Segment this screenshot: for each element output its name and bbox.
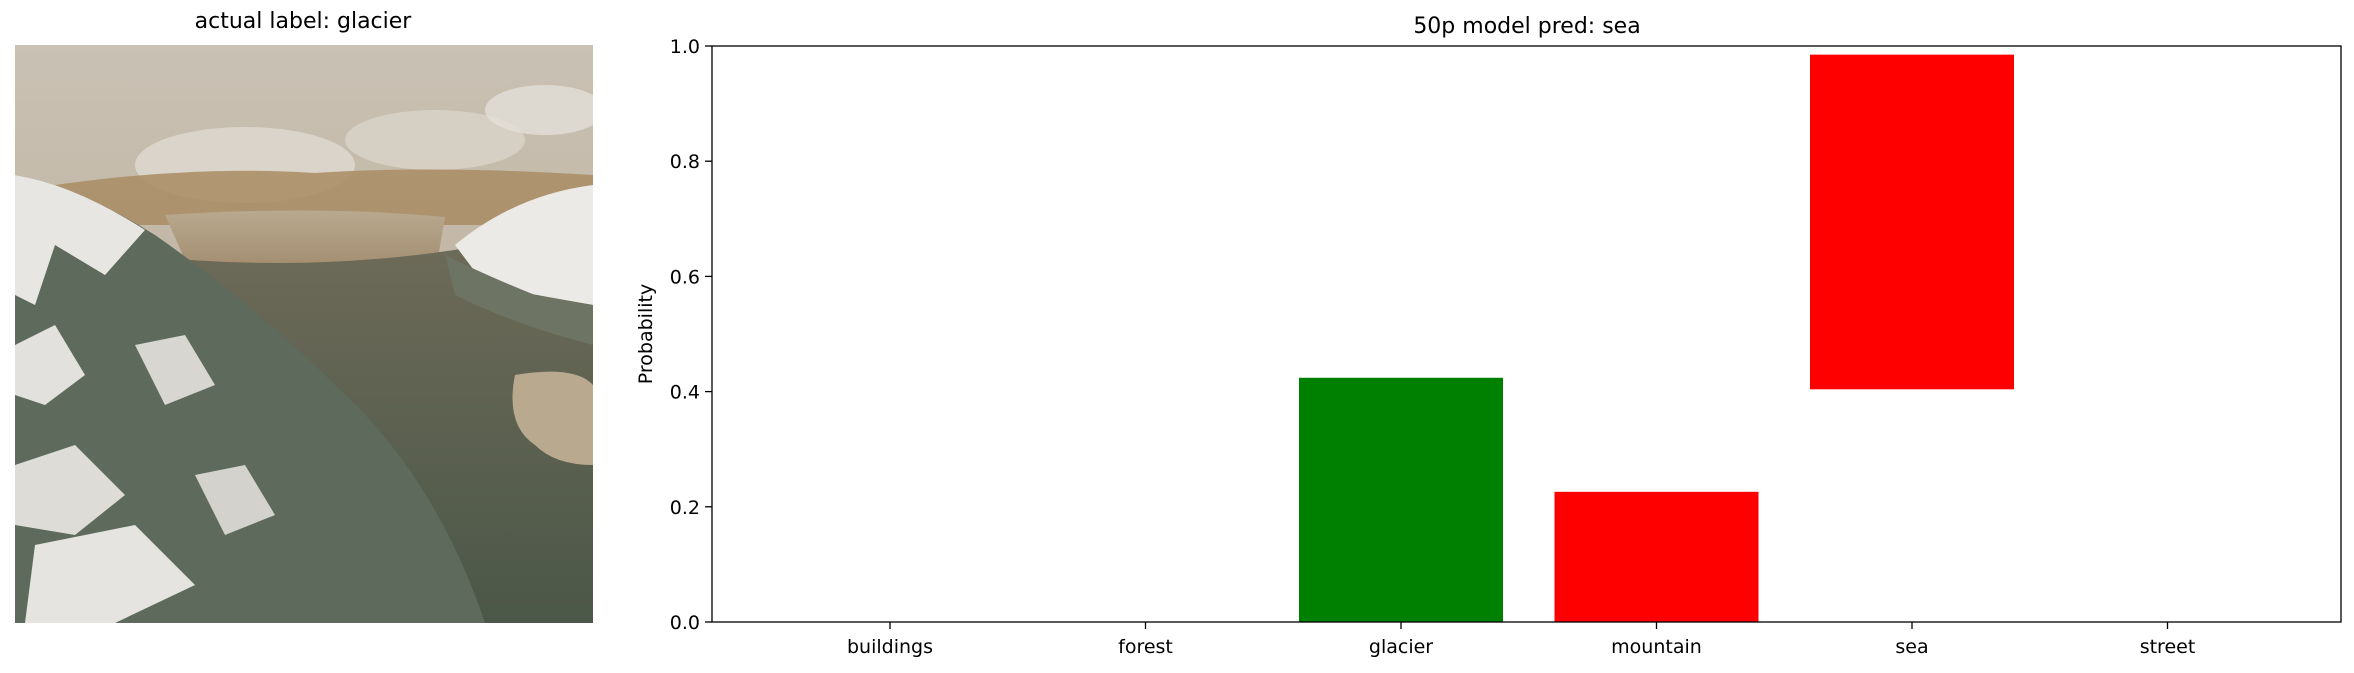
y-tick-label: 0.6 bbox=[670, 266, 700, 288]
landscape-photo bbox=[15, 45, 593, 623]
y-tick-label: 0.4 bbox=[670, 382, 700, 404]
plot-frame bbox=[711, 45, 2342, 623]
chart-title: 50p model pred: sea bbox=[1413, 14, 1640, 39]
x-tick-label-sea: sea bbox=[1895, 636, 1928, 658]
x-tick-label-forest: forest bbox=[1118, 636, 1173, 658]
x-tick-label-mountain: mountain bbox=[1611, 636, 1702, 658]
x-tick-label-glacier: glacier bbox=[1369, 636, 1433, 658]
y-tick-label: 0.8 bbox=[670, 151, 700, 173]
bar-sea bbox=[1810, 54, 2014, 390]
bar-glacier bbox=[1299, 377, 1503, 622]
y-tick-label: 1.0 bbox=[670, 36, 700, 58]
bar-mountain bbox=[1554, 491, 1759, 622]
image-panel-title: actual label: glacier bbox=[194, 9, 412, 34]
x-tick-label-buildings: buildings bbox=[847, 636, 933, 658]
y-tick-label: 0.0 bbox=[670, 612, 700, 634]
x-tick-label-street: street bbox=[2140, 636, 2196, 658]
y-tick-label: 0.2 bbox=[670, 497, 700, 519]
y-axis-label: Probability bbox=[635, 284, 657, 384]
